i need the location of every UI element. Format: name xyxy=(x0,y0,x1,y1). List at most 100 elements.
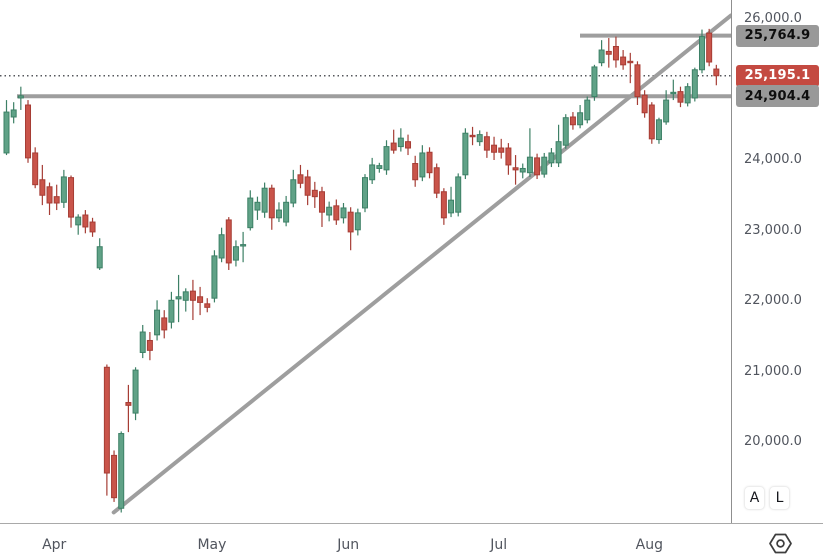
candle-down xyxy=(225,219,232,264)
price-badge-support: 24,904.4 xyxy=(736,85,819,108)
candle-up xyxy=(555,141,562,164)
candle-up xyxy=(698,36,705,71)
candle-down xyxy=(390,142,397,151)
candle-up xyxy=(691,69,698,99)
candle-up xyxy=(326,206,333,216)
candle-up xyxy=(247,197,254,229)
candle-down xyxy=(648,104,655,140)
time-axis[interactable]: Apr May Jun Jul Aug xyxy=(0,523,823,558)
candle-down xyxy=(25,104,32,159)
candle-up xyxy=(139,331,146,353)
candle-down xyxy=(612,45,619,61)
candle-down xyxy=(197,296,204,303)
candle-down xyxy=(46,186,53,204)
month-label: Jul xyxy=(490,537,508,553)
candle-down xyxy=(125,402,132,406)
candle-up xyxy=(584,99,591,121)
auto-scale-button[interactable]: A xyxy=(744,486,765,510)
candle-down xyxy=(304,176,311,196)
price-badge-resistance: 25,764.9 xyxy=(736,24,819,47)
candle-down xyxy=(53,196,60,204)
log-scale-button[interactable]: L xyxy=(769,486,790,510)
candle-up xyxy=(526,156,533,174)
candle-up xyxy=(10,109,17,118)
y-axis-label: 23,000.0 xyxy=(744,222,802,238)
candle-up xyxy=(132,369,139,414)
price-axis[interactable]: 26,000.0 24,000.0 23,000.0 22,000.0 21,000.0… xyxy=(731,0,823,523)
candle-down xyxy=(440,191,447,219)
candle-down xyxy=(189,290,196,301)
candle-up xyxy=(455,176,462,213)
candlestick-chart[interactable] xyxy=(0,0,731,523)
candle-up xyxy=(476,134,483,143)
candle-up xyxy=(96,246,103,269)
month-label: Aug xyxy=(635,537,663,553)
candle-up xyxy=(154,309,161,336)
candle-down xyxy=(333,205,340,221)
candle-up xyxy=(75,216,82,226)
y-axis-label: 24,000.0 xyxy=(744,152,802,167)
candle-down xyxy=(161,317,168,331)
candle-up xyxy=(684,86,691,104)
candle-up xyxy=(211,255,218,299)
candle-up xyxy=(3,111,10,154)
y-axis-label: 22,000.0 xyxy=(744,293,802,308)
candle-up xyxy=(663,99,670,123)
candle-up xyxy=(591,66,598,98)
candle-down xyxy=(426,151,433,174)
candle-up xyxy=(462,132,469,176)
month-label: Apr xyxy=(42,537,67,553)
month-label: Jun xyxy=(337,537,360,553)
candle-up xyxy=(598,49,605,64)
candle-down xyxy=(39,179,46,196)
candle-down xyxy=(483,136,490,151)
candle-down xyxy=(605,50,612,55)
candle-up xyxy=(290,179,297,204)
y-axis-label: 20,000.0 xyxy=(744,434,802,449)
candle-down xyxy=(713,68,720,77)
candle-up xyxy=(369,164,376,181)
candle-up xyxy=(362,177,368,209)
candle-down xyxy=(505,147,512,166)
price-badge-current: 25,195.1 xyxy=(736,64,819,87)
candle-up xyxy=(261,187,268,213)
candle-up xyxy=(577,112,584,126)
y-axis-label: 26,000.0 xyxy=(744,11,802,26)
trendline[interactable] xyxy=(111,13,731,515)
candle-down xyxy=(146,339,153,351)
candle-up xyxy=(354,212,361,231)
candle-down xyxy=(318,191,325,213)
candle-down xyxy=(641,94,648,114)
candle-down xyxy=(627,60,634,64)
candle-up xyxy=(218,234,225,259)
candle-up xyxy=(283,201,290,223)
candle-down xyxy=(469,134,476,138)
candle-down xyxy=(32,152,39,186)
candle-down xyxy=(268,187,275,219)
candle-up xyxy=(17,95,24,99)
candle-up xyxy=(519,167,526,173)
candle-down xyxy=(89,221,96,233)
candle-up xyxy=(655,119,662,141)
candle-down xyxy=(82,214,89,228)
candle-up xyxy=(275,209,282,219)
candle-up xyxy=(376,165,383,169)
candle-down xyxy=(534,157,541,176)
candle-up xyxy=(562,117,569,146)
candle-down xyxy=(433,167,440,194)
month-label: May xyxy=(197,537,227,553)
candle-up xyxy=(448,199,455,214)
candle-down xyxy=(347,211,354,233)
axis-settings-icon[interactable] xyxy=(768,532,793,555)
candle-up xyxy=(383,146,390,171)
candle-down xyxy=(68,177,75,218)
candle-up xyxy=(240,244,247,247)
candle-up xyxy=(548,152,555,164)
candle-down xyxy=(103,366,110,474)
candle-up xyxy=(118,433,125,509)
candle-down xyxy=(111,454,118,499)
candle-down xyxy=(405,141,412,149)
candle-down xyxy=(569,116,576,126)
candle-down xyxy=(634,64,641,98)
